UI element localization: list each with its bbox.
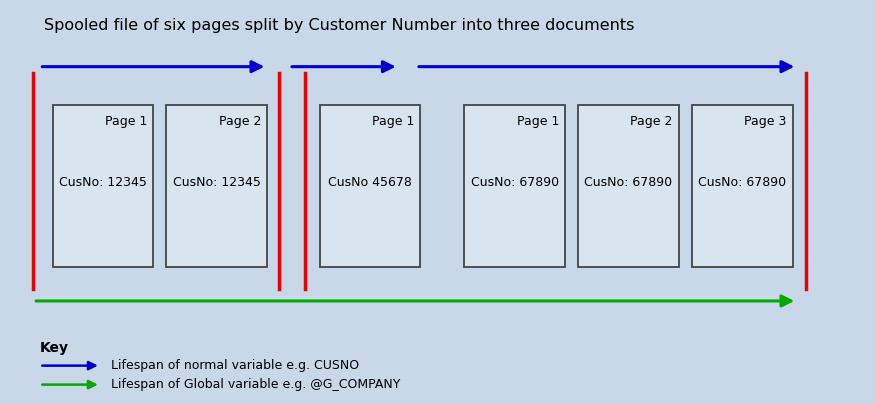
- Text: CusNo: 67890: CusNo: 67890: [584, 176, 673, 189]
- Text: Page 1: Page 1: [517, 115, 559, 128]
- Text: Spooled file of six pages split by Customer Number into three documents: Spooled file of six pages split by Custo…: [44, 18, 634, 33]
- FancyBboxPatch shape: [692, 105, 793, 267]
- Text: CusNo: 67890: CusNo: 67890: [470, 176, 559, 189]
- Text: Page 3: Page 3: [745, 115, 787, 128]
- Text: Page 2: Page 2: [631, 115, 673, 128]
- Text: Page 2: Page 2: [219, 115, 261, 128]
- FancyBboxPatch shape: [166, 105, 267, 267]
- Text: Page 1: Page 1: [105, 115, 147, 128]
- Text: Page 1: Page 1: [372, 115, 414, 128]
- Text: CusNo: 67890: CusNo: 67890: [698, 176, 787, 189]
- Text: CusNo: 12345: CusNo: 12345: [173, 176, 261, 189]
- Text: CusNo 45678: CusNo 45678: [328, 176, 412, 189]
- Text: Lifespan of normal variable e.g. CUSNO: Lifespan of normal variable e.g. CUSNO: [111, 359, 359, 372]
- Text: Key: Key: [39, 341, 68, 356]
- FancyBboxPatch shape: [578, 105, 679, 267]
- Text: CusNo: 12345: CusNo: 12345: [59, 176, 147, 189]
- FancyBboxPatch shape: [320, 105, 420, 267]
- FancyBboxPatch shape: [464, 105, 565, 267]
- Text: Lifespan of Global variable e.g. @G_COMPANY: Lifespan of Global variable e.g. @G_COMP…: [111, 378, 400, 391]
- FancyBboxPatch shape: [53, 105, 153, 267]
